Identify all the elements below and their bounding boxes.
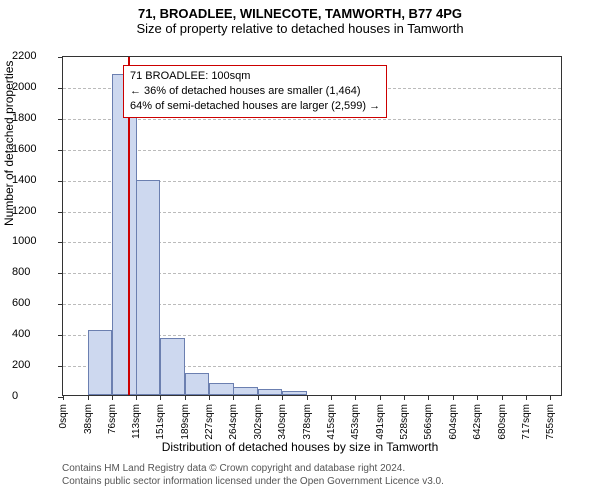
ytick-label: 2000 (12, 81, 54, 93)
xtick-label: 491sqm (375, 404, 386, 440)
info-line-1: 71 BROADLEE: 100sqm (130, 69, 380, 84)
xtick-mark (160, 395, 161, 400)
xtick-label: 151sqm (155, 404, 166, 440)
xtick-label: 717sqm (521, 404, 532, 440)
ytick-mark (58, 57, 63, 58)
xtick-mark (331, 395, 332, 400)
ytick-label: 1200 (12, 205, 54, 217)
histogram-bar (209, 383, 234, 395)
histogram-bar (136, 180, 161, 395)
histogram-bar (282, 391, 307, 395)
xtick-mark (185, 395, 186, 400)
ytick-mark (58, 304, 63, 305)
xtick-label: 755sqm (545, 404, 556, 440)
xtick-label: 528sqm (399, 404, 410, 440)
ytick-mark (58, 273, 63, 274)
info-line-2: ← 36% of detached houses are smaller (1,… (130, 84, 380, 99)
histogram-bar (160, 338, 185, 395)
xtick-label: 453sqm (350, 404, 361, 440)
ytick-mark (58, 119, 63, 120)
xtick-label: 189sqm (180, 404, 191, 440)
marker-info-box: 71 BROADLEE: 100sqm ← 36% of detached ho… (123, 65, 387, 118)
ytick-label: 800 (12, 266, 54, 278)
xtick-mark (136, 395, 137, 400)
xtick-mark (63, 395, 64, 400)
xtick-mark (428, 395, 429, 400)
histogram-bar (185, 373, 210, 395)
ytick-mark (58, 242, 63, 243)
histogram-bar (112, 74, 137, 395)
xtick-label: 680sqm (497, 404, 508, 440)
x-axis-label: Distribution of detached houses by size … (0, 440, 600, 454)
ytick-mark (58, 150, 63, 151)
xtick-label: 566sqm (423, 404, 434, 440)
xtick-mark (112, 395, 113, 400)
xtick-mark (233, 395, 234, 400)
footer-line-1: Contains HM Land Registry data © Crown c… (62, 462, 444, 475)
xtick-mark (477, 395, 478, 400)
chart-panel: 71 BROADLEE: 100sqm ← 36% of detached ho… (62, 56, 562, 396)
ytick-mark (58, 181, 63, 182)
xtick-label: 227sqm (204, 404, 215, 440)
footer-attribution: Contains HM Land Registry data © Crown c… (62, 462, 444, 488)
xtick-mark (550, 395, 551, 400)
xtick-label: 113sqm (131, 404, 142, 439)
xtick-label: 302sqm (253, 404, 264, 440)
xtick-label: 38sqm (83, 404, 94, 434)
ytick-label: 0 (12, 390, 54, 402)
xtick-mark (258, 395, 259, 400)
ytick-label: 1800 (12, 112, 54, 124)
xtick-mark (209, 395, 210, 400)
xtick-mark (307, 395, 308, 400)
ytick-label: 400 (12, 328, 54, 340)
ytick-label: 1400 (12, 174, 54, 186)
xtick-mark (453, 395, 454, 400)
ytick-label: 1600 (12, 143, 54, 155)
histogram-bar (88, 330, 113, 395)
xtick-label: 378sqm (302, 404, 313, 440)
xtick-mark (502, 395, 503, 400)
xtick-label: 264sqm (228, 404, 239, 440)
xtick-label: 642sqm (472, 404, 483, 440)
xtick-mark (404, 395, 405, 400)
ytick-mark (58, 335, 63, 336)
ytick-label: 1000 (12, 235, 54, 247)
info-line-3: 64% of semi-detached houses are larger (… (130, 99, 380, 114)
gridline (63, 150, 561, 151)
xtick-mark (355, 395, 356, 400)
footer-line-2: Contains public sector information licen… (62, 475, 444, 488)
xtick-mark (88, 395, 89, 400)
histogram-bar (258, 389, 283, 395)
title-line-1: 71, BROADLEE, WILNECOTE, TAMWORTH, B77 4… (0, 6, 600, 21)
xtick-label: 340sqm (277, 404, 288, 440)
xtick-label: 604sqm (448, 404, 459, 440)
ytick-mark (58, 212, 63, 213)
ytick-mark (58, 366, 63, 367)
ytick-label: 200 (12, 359, 54, 371)
ytick-label: 2200 (12, 50, 54, 62)
xtick-mark (380, 395, 381, 400)
xtick-label: 0sqm (58, 404, 69, 428)
xtick-label: 76sqm (107, 404, 118, 434)
xtick-mark (282, 395, 283, 400)
ytick-label: 600 (12, 297, 54, 309)
ytick-mark (58, 88, 63, 89)
gridline (63, 119, 561, 120)
xtick-label: 415sqm (326, 404, 337, 440)
xtick-mark (526, 395, 527, 400)
chart-title-block: 71, BROADLEE, WILNECOTE, TAMWORTH, B77 4… (0, 0, 600, 36)
title-line-2: Size of property relative to detached ho… (0, 21, 600, 36)
histogram-bar (233, 387, 258, 396)
